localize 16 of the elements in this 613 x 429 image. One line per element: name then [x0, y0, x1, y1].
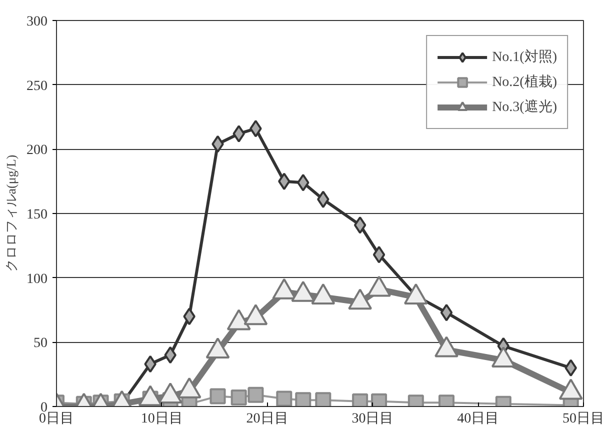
legend-label: No.2(植栽) [492, 74, 557, 91]
x-tick-label: 20日目 [246, 412, 288, 426]
x-tick-label: 40日目 [457, 412, 500, 426]
y-tick-label: 100 [26, 272, 48, 287]
y-tick-label: 50 [34, 336, 48, 352]
y-axis-title: クロロフィルa(μg/L) [4, 154, 18, 272]
x-tick-label: 30日目 [352, 412, 394, 426]
legend-label: No.3(遮光) [492, 98, 557, 116]
y-tick-label: 150 [26, 208, 48, 222]
y-tick-label: 300 [26, 14, 48, 30]
legend-label: No.1(対照) [492, 48, 557, 66]
y-tick-label: 250 [26, 78, 48, 94]
x-tick-label: 10日目 [140, 412, 183, 426]
x-tick-label: 50日目 [562, 412, 604, 426]
y-tick-label: 200 [26, 143, 48, 158]
x-tick-label: 0日目 [39, 412, 74, 426]
